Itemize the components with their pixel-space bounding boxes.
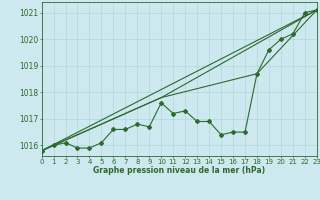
X-axis label: Graphe pression niveau de la mer (hPa): Graphe pression niveau de la mer (hPa) [93, 166, 265, 175]
